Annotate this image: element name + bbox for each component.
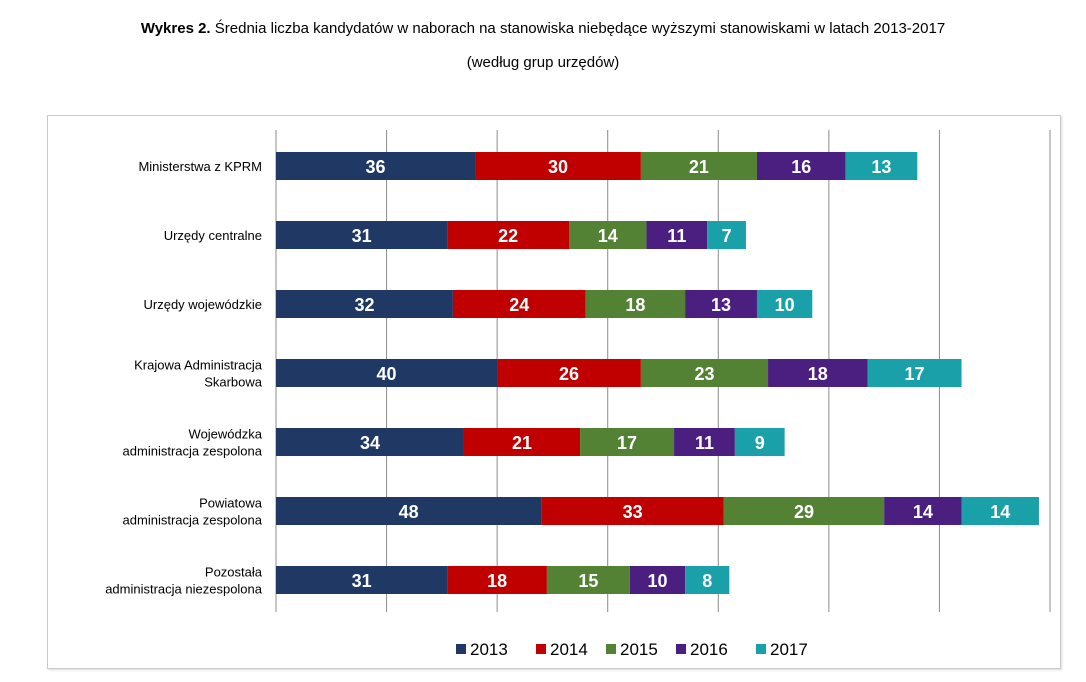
category-label: Powiatowa <box>199 496 263 511</box>
data-label: 13 <box>711 295 731 315</box>
bar-segment <box>475 152 641 180</box>
data-label: 17 <box>905 364 925 384</box>
data-label: 9 <box>755 433 765 453</box>
category-label: Wojewódzka <box>189 427 263 442</box>
bar-segment <box>452 290 586 318</box>
data-label: 40 <box>377 364 397 384</box>
bar-segment <box>276 221 448 249</box>
data-label: 17 <box>617 433 637 453</box>
data-label: 8 <box>702 571 712 591</box>
data-label: 24 <box>509 295 529 315</box>
bar-segment <box>447 221 570 249</box>
bar-segment <box>276 497 542 525</box>
data-label: 13 <box>871 157 891 177</box>
bar-segment <box>640 152 757 180</box>
data-label: 10 <box>775 295 795 315</box>
bar-segment <box>580 428 675 456</box>
bar-segment <box>646 221 708 249</box>
bar-segment <box>674 428 735 456</box>
data-label: 34 <box>360 433 380 453</box>
legend-swatch <box>456 644 466 654</box>
bar-segment <box>756 290 813 318</box>
bar-segment <box>734 428 785 456</box>
data-label: 29 <box>794 502 814 522</box>
title-main: Średnia liczba kandydatów w naborach na … <box>214 20 946 37</box>
bar-segment <box>541 497 724 525</box>
category-label: Skarbowa <box>204 375 263 390</box>
data-label: 31 <box>352 571 372 591</box>
legend-label: 2016 <box>690 640 728 659</box>
bar-segment <box>585 290 686 318</box>
bar-segment <box>276 152 476 180</box>
data-label: 10 <box>647 571 667 591</box>
bar-segment <box>276 566 448 594</box>
category-label: Urzędy wojewódzkie <box>144 297 263 312</box>
title-prefix: Wykres 2. <box>140 20 211 37</box>
data-label: 18 <box>625 295 645 315</box>
category-label: Krajowa Administracja <box>134 358 263 373</box>
bar-segment <box>768 359 868 387</box>
data-label: 15 <box>578 571 598 591</box>
legend-swatch <box>676 644 686 654</box>
data-label: 30 <box>548 157 568 177</box>
legend-swatch <box>606 644 616 654</box>
data-label: 32 <box>354 295 374 315</box>
data-label: 11 <box>667 226 686 246</box>
data-label: 31 <box>352 226 372 246</box>
category-label: Urzędy centralne <box>164 228 262 243</box>
data-label: 26 <box>559 364 579 384</box>
chart-title: Wykres 2. Średnia liczba kandydatów w na… <box>0 18 1086 74</box>
bar-segment <box>276 359 498 387</box>
legend-label: 2013 <box>470 640 508 659</box>
bar-segment <box>867 359 962 387</box>
category-label: Ministerstwa z KPRM <box>138 159 262 174</box>
data-label: 14 <box>913 502 933 522</box>
bar-segment <box>756 152 846 180</box>
bar-segment <box>497 359 641 387</box>
bar-segment <box>685 290 757 318</box>
bar-segment <box>569 221 647 249</box>
bar-segment <box>629 566 686 594</box>
bar-segment <box>276 290 453 318</box>
data-label: 7 <box>722 226 732 246</box>
bar-segment <box>463 428 581 456</box>
bar-segment <box>276 428 464 456</box>
data-label: 22 <box>498 226 518 246</box>
bar-segment <box>447 566 547 594</box>
bar-segment <box>723 497 885 525</box>
data-label: 18 <box>808 364 828 384</box>
chart-subtitle: (według grup urzędów) <box>466 54 620 71</box>
legend-label: 2015 <box>620 640 658 659</box>
legend-label: 2014 <box>550 640 588 659</box>
data-label: 14 <box>598 226 618 246</box>
data-label: 48 <box>399 502 419 522</box>
data-label: 11 <box>695 433 714 453</box>
data-label: 33 <box>623 502 643 522</box>
bar-segment <box>640 359 769 387</box>
bar-segment <box>961 497 1039 525</box>
category-label: administracja zespolona <box>123 513 263 528</box>
legend-swatch <box>756 644 766 654</box>
legend-label: 2017 <box>770 640 808 659</box>
data-label: 18 <box>487 571 507 591</box>
bar-segment <box>845 152 918 180</box>
data-label: 23 <box>694 364 714 384</box>
data-label: 21 <box>689 157 709 177</box>
category-label: administracja niezespolona <box>105 582 263 597</box>
bar-segment <box>546 566 630 594</box>
bar-segment <box>707 221 746 249</box>
data-label: 14 <box>990 502 1010 522</box>
bar-segment <box>685 566 730 594</box>
data-label: 36 <box>365 157 385 177</box>
legend-swatch <box>536 644 546 654</box>
category-label: Pozostała <box>205 565 263 580</box>
bar-segment <box>884 497 962 525</box>
data-label: 21 <box>512 433 532 453</box>
data-label: 16 <box>791 157 811 177</box>
category-label: administracja zespolona <box>123 444 263 459</box>
